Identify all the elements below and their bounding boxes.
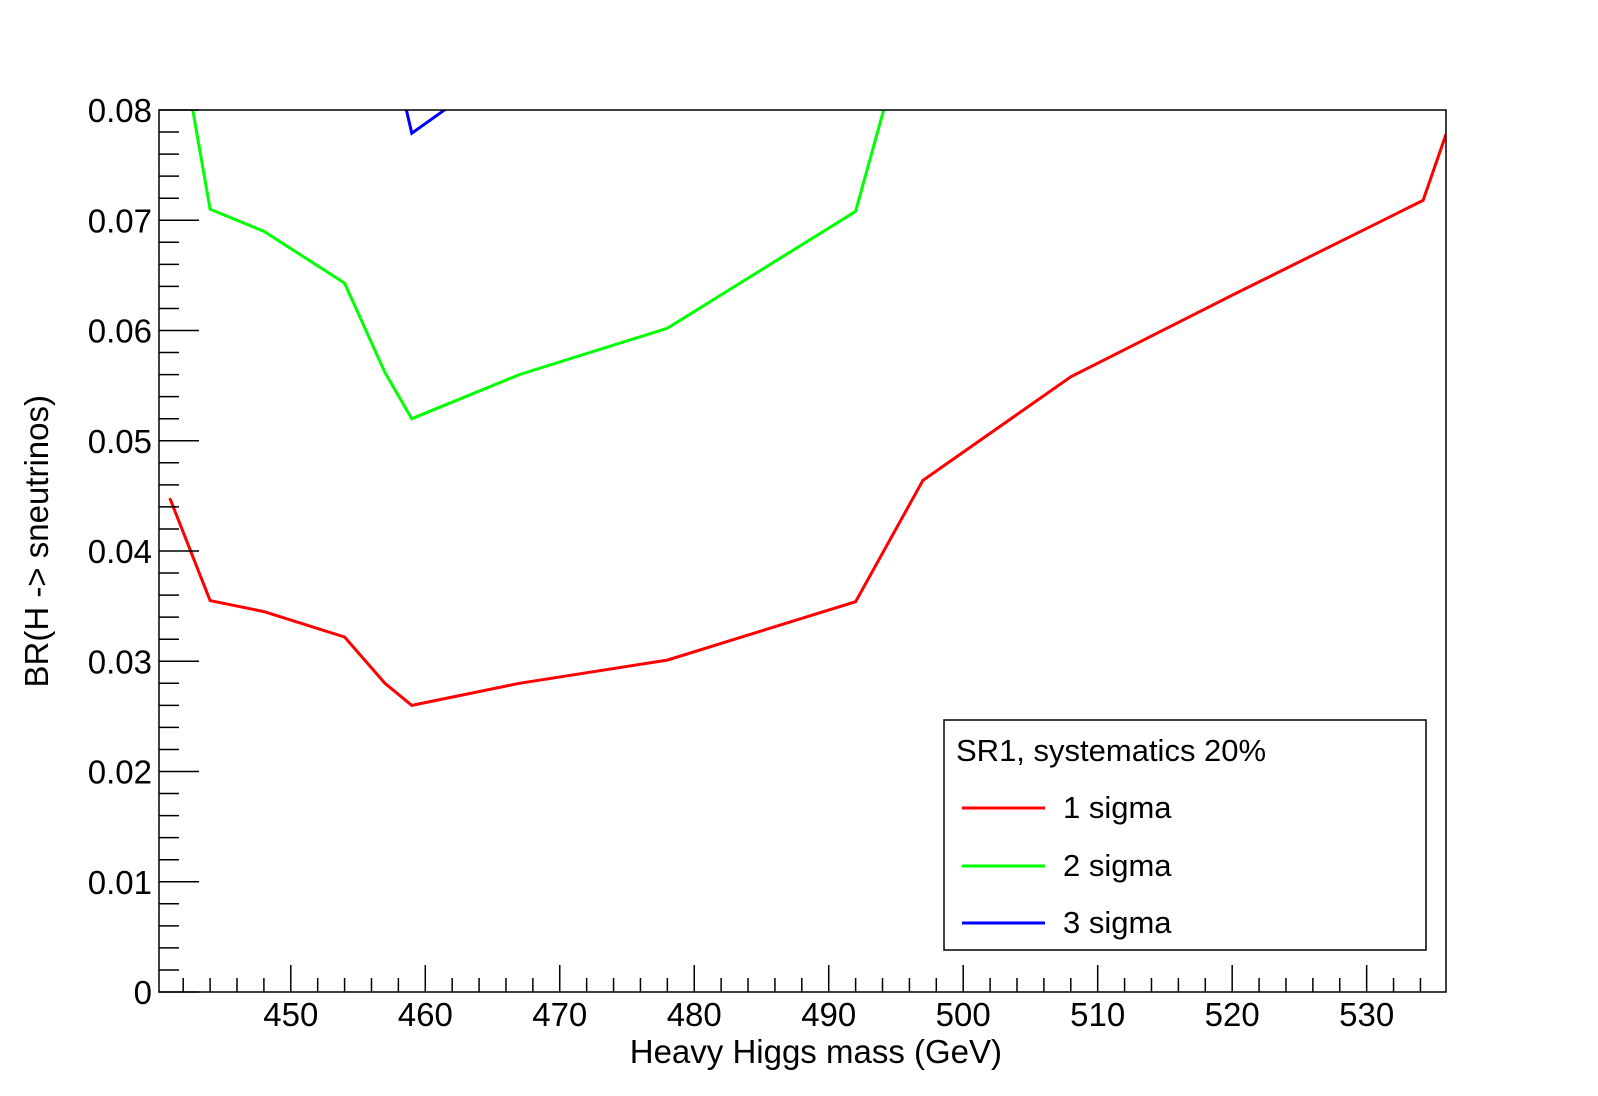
- y-tick-label: 0.02: [88, 754, 152, 791]
- y-tick-label: 0.04: [88, 533, 152, 570]
- y-tick-label: 0.08: [88, 92, 152, 129]
- legend: SR1, systematics 20% 1 sigma 2 sigma 3 s…: [943, 719, 1427, 951]
- x-axis-title: Heavy Higgs mass (GeV): [630, 1033, 1002, 1070]
- x-tick-label: 530: [1339, 996, 1394, 1033]
- x-axis: 450 460 470 480 490 500 510 520 530: [182, 965, 1422, 1033]
- series-line-3-sigma: [404, 110, 448, 136]
- y-tick-label: 0.05: [88, 423, 152, 460]
- legend-box: [943, 719, 1427, 951]
- x-tick-label: 470: [532, 996, 587, 1033]
- x-tick-label: 490: [801, 996, 856, 1033]
- series-line-1-sigma: [168, 133, 1446, 708]
- x-tick-label: 480: [667, 996, 722, 1033]
- legend-label-2-sigma: 2 sigma: [1063, 848, 1172, 883]
- x-tick-label: 520: [1205, 996, 1260, 1033]
- legend-entry-3-sigma: 3 sigma: [962, 905, 1172, 940]
- x-tick-label: 450: [263, 996, 318, 1033]
- y-tick-label: 0.07: [88, 202, 152, 239]
- y-tick-label: 0.03: [88, 643, 152, 680]
- y-tick-label: 0: [134, 974, 152, 1011]
- legend-label-1-sigma: 1 sigma: [1063, 790, 1172, 825]
- y-axis-title: BR(H -> sneutrinos): [18, 395, 55, 688]
- y-tick-label: 0.01: [88, 864, 152, 901]
- y-tick-label: 0.06: [88, 313, 152, 350]
- x-tick-label: 500: [936, 996, 991, 1033]
- x-tick-label: 460: [398, 996, 453, 1033]
- series-layer: [168, 110, 1446, 708]
- legend-entry-1-sigma: 1 sigma: [962, 790, 1172, 825]
- legend-entry-2-sigma: 2 sigma: [962, 848, 1172, 883]
- x-tick-label: 510: [1070, 996, 1125, 1033]
- series-line-2-sigma: [191, 110, 886, 421]
- legend-label-3-sigma: 3 sigma: [1063, 905, 1172, 940]
- legend-header: SR1, systematics 20%: [956, 733, 1266, 768]
- y-axis: 0 0.01 0.02 0.03 0.04 0.05 0.06 0.07 0.08: [88, 92, 199, 1011]
